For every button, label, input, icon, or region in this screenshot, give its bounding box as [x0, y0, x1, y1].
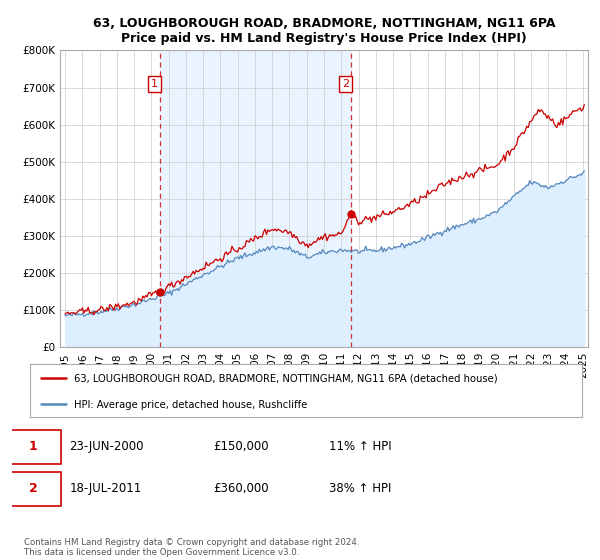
- Text: 1: 1: [29, 440, 38, 453]
- Text: 38% ↑ HPI: 38% ↑ HPI: [329, 482, 391, 495]
- Text: 23-JUN-2000: 23-JUN-2000: [70, 440, 144, 453]
- Text: 18-JUL-2011: 18-JUL-2011: [70, 482, 142, 495]
- Text: £150,000: £150,000: [214, 440, 269, 453]
- Title: 63, LOUGHBOROUGH ROAD, BRADMORE, NOTTINGHAM, NG11 6PA
Price paid vs. HM Land Reg: 63, LOUGHBOROUGH ROAD, BRADMORE, NOTTING…: [93, 17, 555, 45]
- Text: £360,000: £360,000: [214, 482, 269, 495]
- Bar: [160, 50, 350, 347]
- FancyBboxPatch shape: [6, 472, 61, 506]
- Text: Contains HM Land Registry data © Crown copyright and database right 2024.
This d: Contains HM Land Registry data © Crown c…: [24, 538, 359, 557]
- Text: 1: 1: [151, 79, 158, 89]
- Text: 63, LOUGHBOROUGH ROAD, BRADMORE, NOTTINGHAM, NG11 6PA (detached house): 63, LOUGHBOROUGH ROAD, BRADMORE, NOTTING…: [74, 374, 498, 384]
- Text: 2: 2: [29, 482, 38, 495]
- Text: 2: 2: [342, 79, 349, 89]
- FancyBboxPatch shape: [6, 430, 61, 464]
- Text: HPI: Average price, detached house, Rushcliffe: HPI: Average price, detached house, Rush…: [74, 400, 308, 410]
- Text: 11% ↑ HPI: 11% ↑ HPI: [329, 440, 391, 453]
